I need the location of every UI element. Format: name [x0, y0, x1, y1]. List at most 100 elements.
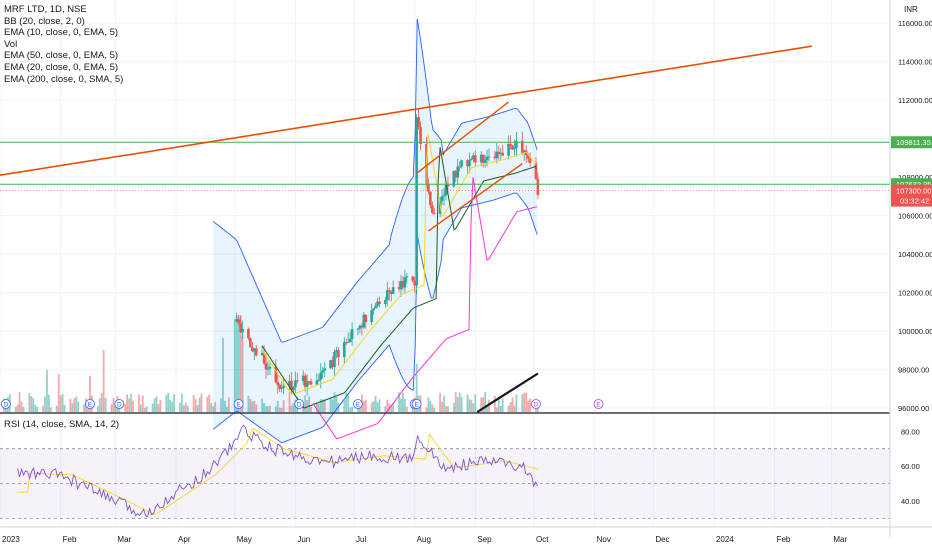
legend-ema50[interactable]: EMA (50, close, 0, EMA, 5): [4, 50, 119, 62]
volume-bar: [292, 402, 295, 412]
volume-bar: [521, 394, 524, 412]
candle-body: [317, 379, 321, 381]
price-tick-label: 96000.00: [898, 404, 929, 413]
legend-rsi[interactable]: RSI (14, close, SMA, 14, 2): [4, 419, 120, 430]
legend-vol[interactable]: Vol: [4, 38, 18, 50]
time-tick-label: Jun: [297, 535, 310, 544]
candle-body: [452, 170, 456, 187]
volume-bar: [343, 400, 346, 412]
candle-body: [417, 117, 420, 128]
candle-body: [460, 160, 463, 167]
volume-bar: [98, 398, 101, 412]
volume-bar: [20, 401, 23, 412]
candle-body: [280, 388, 283, 390]
candle-body: [237, 319, 240, 324]
candle-body: [333, 352, 336, 368]
last-price-tag-bg: [891, 184, 932, 207]
volume-bar: [194, 399, 197, 412]
volume-bar: [198, 397, 201, 412]
volume-bar: [405, 406, 408, 412]
price-tick-label: 102000.00: [898, 289, 932, 298]
volume-bar: [100, 393, 103, 412]
volume-bar: [55, 405, 58, 412]
volume-bar: [335, 396, 338, 412]
volume-bar: [57, 374, 60, 412]
volume-bar: [384, 405, 387, 412]
legend-ema20[interactable]: EMA (20, close, 0, EMA, 5): [4, 61, 119, 73]
symbol-exchange: NSE: [67, 4, 87, 15]
volume-bar: [124, 403, 127, 412]
event-marker: [593, 399, 604, 409]
symbol-title[interactable]: MRF LTD, 1D, NSE: [4, 4, 87, 15]
event-marker: [233, 399, 244, 409]
candle-body: [522, 150, 526, 153]
volume-bar: [359, 407, 361, 412]
candle-body: [528, 158, 532, 164]
rsi-tick-label: 60.00: [901, 462, 920, 471]
volume-bar: [143, 407, 146, 412]
volume-bar: [535, 406, 537, 412]
legend-bb[interactable]: BB (20, close, 2, 0): [4, 15, 85, 27]
volume-bar: [214, 402, 217, 412]
volume-bar: [112, 398, 115, 412]
volume-bar: [208, 394, 211, 412]
price-tick-label: 112000.00: [898, 96, 932, 105]
candle-body: [411, 276, 415, 281]
event-marker: [411, 399, 422, 409]
volume-bar: [34, 404, 37, 412]
volume-bar: [486, 404, 488, 412]
volume-bar: [376, 402, 379, 412]
grid-lines: [0, 0, 890, 527]
candle-body: [262, 352, 266, 364]
event-marker: [85, 399, 95, 409]
volume-bar: [392, 403, 395, 412]
volume-bar: [523, 392, 526, 412]
candle-body: [419, 127, 422, 145]
candle-body: [296, 380, 299, 382]
volume-bar: [454, 392, 457, 412]
event-marker-label: D: [534, 402, 539, 409]
volume-bar: [362, 400, 365, 412]
volume-bar: [488, 399, 490, 412]
volume-bar: [130, 393, 132, 412]
candle-body: [442, 195, 446, 197]
legend-ema10[interactable]: EMA (10, close, 0, EMA, 5): [4, 27, 119, 39]
candle-body: [356, 328, 360, 330]
candle-body: [288, 380, 291, 386]
volume-bar: [212, 406, 215, 412]
candle-body: [458, 166, 461, 168]
legend-ema200[interactable]: EMA (200, close, 0, SMA, 5): [4, 73, 124, 85]
volume-bar: [196, 405, 199, 412]
candle-body: [534, 163, 538, 179]
volume-bar: [278, 407, 281, 412]
volume-bar: [44, 396, 46, 412]
volume-bar: [484, 392, 486, 412]
time-tick-label: Feb: [63, 535, 77, 544]
countdown-label: 03:32:42: [900, 197, 929, 206]
volume-bar: [331, 399, 334, 412]
candle-body: [440, 196, 444, 201]
volume-bar: [319, 399, 322, 412]
volume-bar: [321, 399, 324, 412]
volume-bar: [431, 404, 434, 412]
volume-bar: [153, 398, 156, 412]
ema-lines: [261, 133, 538, 440]
event-marker-label: E: [596, 402, 601, 409]
volume-bar: [304, 395, 307, 412]
volume-bar: [184, 402, 187, 412]
time-tick-label: Mar: [833, 535, 847, 544]
volume-bar: [333, 392, 336, 412]
volume-bar: [290, 405, 293, 412]
volume-bar: [404, 399, 406, 412]
candle-body: [515, 140, 518, 148]
channel-lower-line: [427, 163, 523, 232]
rsi-line: [17, 424, 539, 518]
price-tick-label: 114000.00: [898, 58, 932, 67]
volume-bar: [239, 315, 242, 412]
time-tick-label: 2024: [716, 535, 734, 544]
volume-bar: [527, 400, 530, 412]
price-tick-label: 108000.00: [898, 173, 932, 182]
volume-bar: [49, 407, 52, 412]
